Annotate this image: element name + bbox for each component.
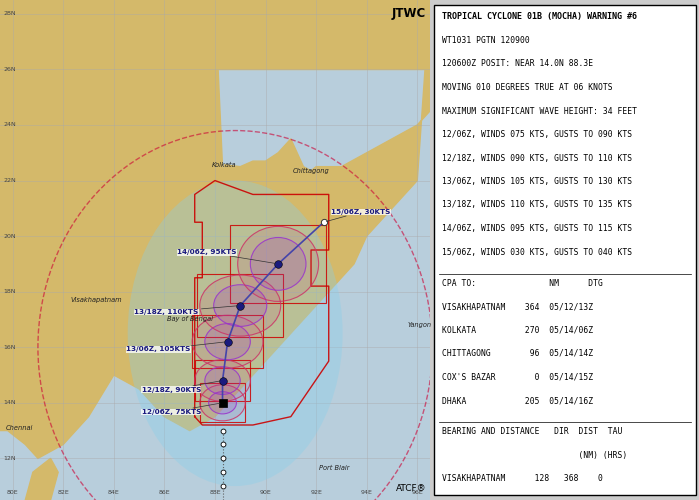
Text: JTWC: JTWC bbox=[392, 7, 426, 20]
Text: 14N: 14N bbox=[3, 400, 16, 406]
Text: 15/06Z, WINDS 030 KTS, GUSTS TO 040 KTS: 15/06Z, WINDS 030 KTS, GUSTS TO 040 KTS bbox=[442, 248, 632, 256]
Text: VISAKHAPATNAM      128   368    0: VISAKHAPATNAM 128 368 0 bbox=[442, 474, 603, 483]
Text: 94E: 94E bbox=[361, 490, 373, 496]
Text: 12/18Z, WINDS 090 KTS, GUSTS TO 110 KTS: 12/18Z, WINDS 090 KTS, GUSTS TO 110 KTS bbox=[442, 154, 632, 162]
Text: COX'S BAZAR        0  05/14/15Z: COX'S BAZAR 0 05/14/15Z bbox=[442, 372, 593, 382]
Bar bbox=[230, 225, 326, 303]
Text: 86E: 86E bbox=[159, 490, 170, 496]
Text: 15/06Z, 30KTS: 15/06Z, 30KTS bbox=[326, 209, 391, 222]
Bar bbox=[195, 360, 250, 402]
Text: CPA TO:               NM      DTG: CPA TO: NM DTG bbox=[442, 278, 603, 287]
Text: 28N: 28N bbox=[3, 12, 16, 16]
Text: 92E: 92E bbox=[310, 490, 322, 496]
Text: 82E: 82E bbox=[57, 490, 69, 496]
Text: ATCF®: ATCF® bbox=[396, 484, 426, 493]
Text: 14/06Z, 95KTS: 14/06Z, 95KTS bbox=[177, 249, 275, 264]
Text: 13/18Z, WINDS 110 KTS, GUSTS TO 135 KTS: 13/18Z, WINDS 110 KTS, GUSTS TO 135 KTS bbox=[442, 200, 632, 209]
Bar bbox=[200, 384, 245, 422]
Text: Chittagong: Chittagong bbox=[293, 168, 329, 174]
Text: VISAKHAPATNAM    364  05/12/13Z: VISAKHAPATNAM 364 05/12/13Z bbox=[442, 302, 593, 311]
Text: CHITTAGONG        96  05/14/14Z: CHITTAGONG 96 05/14/14Z bbox=[442, 349, 593, 358]
Text: 14/06Z, WINDS 095 KTS, GUSTS TO 115 KTS: 14/06Z, WINDS 095 KTS, GUSTS TO 115 KTS bbox=[442, 224, 632, 233]
Text: 26N: 26N bbox=[3, 67, 16, 72]
Text: MAXIMUM SIGNIFICANT WAVE HEIGHT: 34 FEET: MAXIMUM SIGNIFICANT WAVE HEIGHT: 34 FEET bbox=[442, 106, 637, 116]
Text: 120600Z POSIT: NEAR 14.0N 88.3E: 120600Z POSIT: NEAR 14.0N 88.3E bbox=[442, 60, 593, 68]
Bar bbox=[197, 274, 283, 338]
FancyBboxPatch shape bbox=[434, 5, 696, 495]
Text: 12N: 12N bbox=[3, 456, 16, 461]
Text: 22N: 22N bbox=[3, 178, 17, 183]
Text: TROPICAL CYCLONE 01B (MOCHA) WARNING #6: TROPICAL CYCLONE 01B (MOCHA) WARNING #6 bbox=[442, 12, 637, 22]
Text: Port Blair: Port Blair bbox=[319, 464, 350, 470]
Text: 96E: 96E bbox=[412, 490, 423, 496]
Text: 13/06Z, 105KTS: 13/06Z, 105KTS bbox=[127, 342, 225, 352]
Ellipse shape bbox=[128, 180, 343, 486]
Text: 84E: 84E bbox=[108, 490, 120, 496]
Text: 13/18Z, 110KTS: 13/18Z, 110KTS bbox=[134, 306, 238, 315]
Text: 12/06Z, 75KTS: 12/06Z, 75KTS bbox=[142, 404, 219, 415]
Text: MOVING 010 DEGREES TRUE AT 06 KNOTS: MOVING 010 DEGREES TRUE AT 06 KNOTS bbox=[442, 83, 612, 92]
Text: 18N: 18N bbox=[3, 289, 16, 294]
Text: 16N: 16N bbox=[3, 344, 16, 350]
Text: DHAKA            205  05/14/16Z: DHAKA 205 05/14/16Z bbox=[442, 396, 593, 405]
Text: Visakhapatnam: Visakhapatnam bbox=[71, 297, 122, 303]
Ellipse shape bbox=[205, 324, 250, 360]
Ellipse shape bbox=[200, 275, 281, 336]
Text: KOLKATA          270  05/14/06Z: KOLKATA 270 05/14/06Z bbox=[442, 326, 593, 334]
Ellipse shape bbox=[192, 316, 263, 368]
Text: 13/06Z, WINDS 105 KTS, GUSTS TO 130 KTS: 13/06Z, WINDS 105 KTS, GUSTS TO 130 KTS bbox=[442, 177, 632, 186]
Ellipse shape bbox=[250, 238, 306, 290]
Text: 12/18Z, 90KTS: 12/18Z, 90KTS bbox=[142, 381, 219, 392]
Text: Bay of Bengal: Bay of Bengal bbox=[166, 316, 212, 322]
Text: 90E: 90E bbox=[259, 490, 271, 496]
Ellipse shape bbox=[200, 384, 245, 421]
Text: 20N: 20N bbox=[3, 234, 16, 238]
Ellipse shape bbox=[208, 392, 236, 414]
Text: WT1031 PGTN 120900: WT1031 PGTN 120900 bbox=[442, 36, 530, 45]
Polygon shape bbox=[25, 458, 58, 500]
Ellipse shape bbox=[205, 366, 240, 394]
Text: 88E: 88E bbox=[209, 490, 221, 496]
Text: Chennai: Chennai bbox=[6, 426, 33, 432]
Polygon shape bbox=[0, 0, 430, 458]
Text: 80E: 80E bbox=[7, 490, 18, 496]
Text: BEARING AND DISTANCE   DIR  DIST  TAU: BEARING AND DISTANCE DIR DIST TAU bbox=[442, 427, 622, 436]
Polygon shape bbox=[0, 0, 430, 70]
Bar bbox=[192, 316, 263, 368]
Ellipse shape bbox=[195, 360, 250, 402]
Text: Kolkata: Kolkata bbox=[212, 162, 236, 168]
Text: (NM) (HRS): (NM) (HRS) bbox=[442, 450, 627, 460]
Ellipse shape bbox=[238, 226, 319, 302]
Text: 12/06Z, WINDS 075 KTS, GUSTS TO 090 KTS: 12/06Z, WINDS 075 KTS, GUSTS TO 090 KTS bbox=[442, 130, 632, 139]
Text: 24N: 24N bbox=[3, 122, 17, 128]
Text: Yangon: Yangon bbox=[408, 322, 432, 328]
Ellipse shape bbox=[214, 284, 267, 327]
